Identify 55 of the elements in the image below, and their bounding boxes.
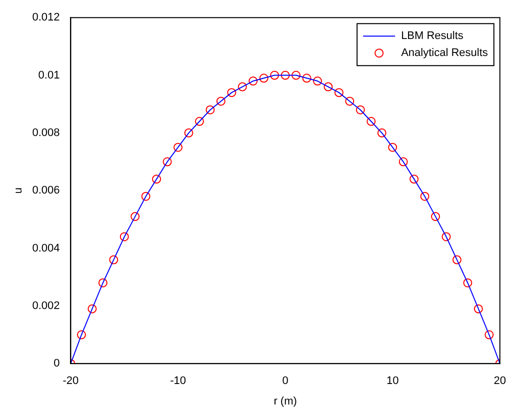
point	[206, 105, 215, 114]
x-tick-label: 0	[282, 375, 288, 388]
x-tick-label: -20	[62, 375, 79, 388]
point	[452, 255, 462, 264]
y-tick-label: 0.012	[32, 12, 60, 24]
y-tick-label: 0.01	[38, 69, 60, 82]
point	[410, 174, 419, 184]
y-axis-title: u	[12, 188, 25, 194]
point	[259, 74, 268, 83]
point	[248, 76, 258, 86]
point	[334, 88, 344, 98]
point	[227, 88, 236, 98]
point	[130, 212, 140, 222]
point	[216, 96, 226, 106]
point	[76, 330, 86, 340]
point	[162, 157, 172, 166]
point	[109, 255, 118, 264]
point	[420, 192, 430, 201]
point	[88, 304, 97, 314]
point	[388, 142, 398, 152]
point	[174, 142, 183, 152]
point	[356, 105, 365, 114]
legend-label: LBM Results	[401, 30, 464, 42]
y-tick-label: 0	[54, 358, 60, 370]
point	[152, 174, 162, 184]
point	[292, 70, 301, 80]
point	[324, 82, 333, 92]
y-tick-label: 0.008	[32, 126, 60, 139]
y-tick-label: 0.002	[32, 300, 60, 312]
point	[366, 116, 376, 126]
x-axis-title: r (m)	[274, 395, 297, 408]
point	[431, 212, 440, 222]
point	[302, 74, 312, 83]
point	[270, 70, 280, 80]
point	[120, 232, 129, 242]
point	[345, 96, 354, 106]
x-tick-label: 20	[494, 375, 506, 388]
point	[141, 192, 150, 201]
point	[398, 157, 408, 166]
y-tick-label: 0.004	[32, 242, 60, 254]
x-tick-label: 10	[386, 375, 399, 388]
point	[194, 116, 204, 126]
x-tick-label: -10	[170, 375, 186, 388]
point	[442, 232, 451, 242]
y-tick-label: 0.006	[32, 184, 60, 197]
legend-label: Analytical Results	[401, 47, 488, 60]
point	[280, 70, 290, 80]
point	[98, 278, 108, 288]
point	[484, 330, 494, 340]
point	[238, 82, 247, 92]
point	[184, 128, 194, 138]
point	[463, 278, 472, 288]
point	[377, 128, 386, 138]
point	[312, 76, 322, 86]
point	[474, 304, 483, 314]
